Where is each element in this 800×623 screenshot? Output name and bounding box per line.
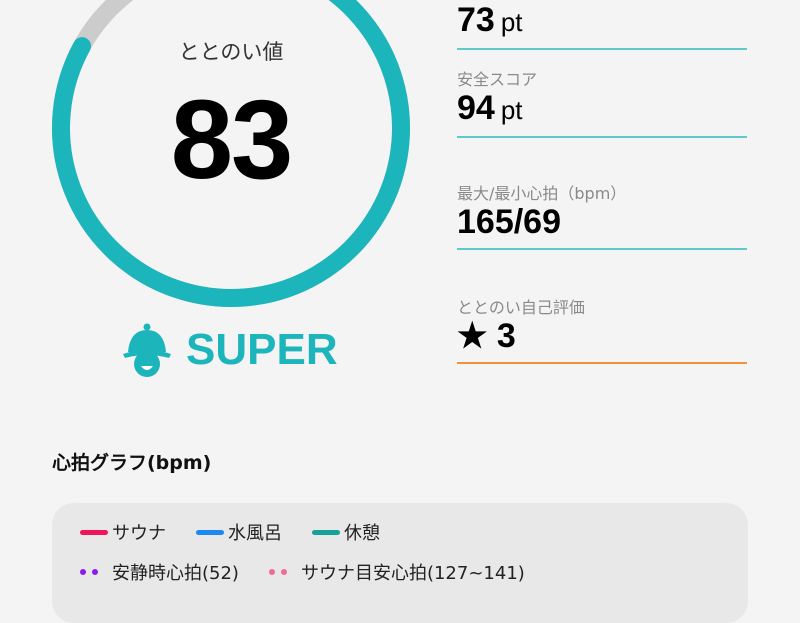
legend-target-hr: サウナ目安心拍(127~141) [268,559,525,585]
stat-value: 94 [457,89,495,127]
legend-swatch [80,529,108,535]
stat-self-rating: ととのい自己評価 ★ 3 [457,294,747,364]
stat-value: ★ 3 [457,317,516,355]
divider [457,362,747,364]
stat-label: ととのい自己評価 [457,298,585,317]
rank-badge: SUPER [122,322,338,378]
divider [457,248,747,250]
legend-label: 休憩 [344,523,380,544]
ttonoi-gauge [52,0,410,307]
rank-label: SUPER [186,325,338,374]
stat-value: 165/69 [457,203,561,241]
stat-value: 73 [457,1,495,39]
divider [457,136,747,138]
stat-heart-rate: 最大/最小心拍（bpm） 165/69 [457,180,747,250]
stat-label: 最大/最小心拍（bpm） [457,184,627,203]
legend-label: 安静時心拍(52) [112,563,239,584]
legend-swatch [312,529,340,535]
stat-safety-score: 安全スコア 94 pt [457,66,747,138]
legend-swatch [268,569,297,575]
stat-label: 安全スコア [457,70,538,89]
gauge-progress-arc [52,0,410,307]
legend-label: サウナ目安心拍(127~141) [300,563,525,584]
gauge-value: 83 [170,77,294,202]
legend-label: サウナ [112,523,166,544]
legend-swatch [80,569,108,575]
heart-rate-graph-card: サウナ 水風呂 休憩 安静時心拍(52) サウナ目安心拍(127~141) [52,503,748,623]
legend-sauna: サウナ [80,519,166,545]
graph-title: 心拍グラフ(bpm) [52,452,212,474]
legend-swatch [196,529,224,535]
divider [457,48,747,50]
sauna-hat-mascot-icon [123,323,171,377]
legend-cold-bath: 水風呂 [196,519,282,545]
stat-unit: pt [500,7,523,37]
gauge-label: ととのい値 [178,40,284,64]
stat-score: 73 pt [457,0,747,50]
legend-label: 水風呂 [228,523,282,544]
stat-unit: pt [500,95,523,125]
legend-rest: 休憩 [312,519,380,545]
legend-resting-hr: 安静時心拍(52) [80,559,239,585]
